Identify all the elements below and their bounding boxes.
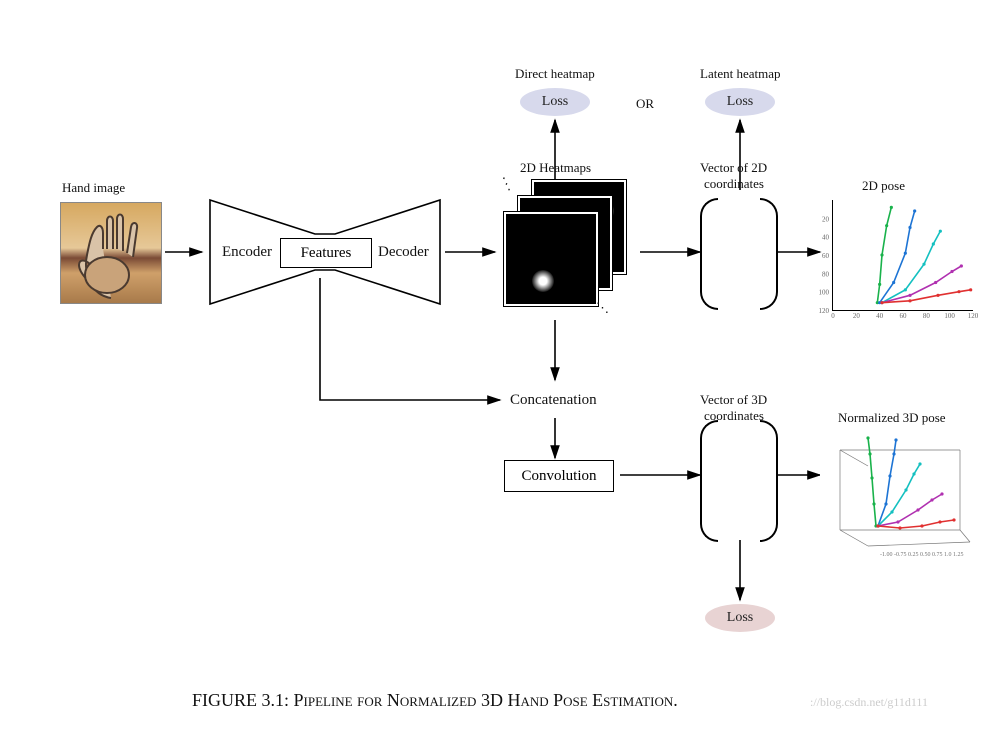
svg-text:20: 20 xyxy=(853,312,861,320)
concat-label: Concatenation xyxy=(510,392,597,409)
bracket-2d-left xyxy=(700,198,718,310)
svg-text:120: 120 xyxy=(819,307,830,315)
svg-text:80: 80 xyxy=(923,312,931,320)
encoder-label: Encoder xyxy=(222,244,272,261)
convolution-label: Convolution xyxy=(521,468,596,485)
loss-bottom: Loss xyxy=(705,604,775,632)
features-box: Features xyxy=(280,238,372,268)
figure-caption: FIGURE 3.1: Pipeline for Normalized 3D H… xyxy=(192,690,678,711)
bracket-3d-left xyxy=(700,420,718,542)
hand-image xyxy=(60,202,162,304)
svg-text:-1.00 -0.75 0.25 0.50 0.75 1.0: -1.00 -0.75 0.25 0.50 0.75 1.0 1.25 xyxy=(880,552,964,558)
svg-text:60: 60 xyxy=(900,312,908,320)
svg-text:20: 20 xyxy=(822,215,830,223)
figure-root: Hand image Encoder Features Decoder 2D H… xyxy=(0,0,1000,742)
latent-heatmap-label: Latent heatmap xyxy=(700,66,781,82)
loss-latent: Loss xyxy=(705,88,775,116)
bracket-3d-right xyxy=(760,420,778,542)
svg-text:60: 60 xyxy=(822,252,830,260)
watermark: ://blog.csdn.net/g11d111 xyxy=(810,695,928,710)
heatmaps-label: 2D Heatmaps xyxy=(520,160,591,176)
heatmap-1 xyxy=(504,212,598,306)
bracket-2d-right xyxy=(760,198,778,310)
hand-image-label: Hand image xyxy=(62,180,125,196)
convolution-box: Convolution xyxy=(504,460,614,492)
svg-text:40: 40 xyxy=(876,312,884,320)
loss-direct: Loss xyxy=(520,88,590,116)
hand-svg xyxy=(61,203,161,303)
heatmap-ellipsis-t: ⋱ xyxy=(498,174,516,193)
plot-3d: -1.00 -0.75 0.25 0.50 0.75 1.0 1.25 xyxy=(820,430,970,560)
vec3d-label-a: Vector of 3D xyxy=(700,392,767,408)
svg-text:120: 120 xyxy=(968,312,979,320)
direct-heatmap-label: Direct heatmap xyxy=(515,66,595,82)
svg-text:100: 100 xyxy=(944,312,955,320)
or-label: OR xyxy=(636,96,654,112)
features-label: Features xyxy=(301,245,352,262)
svg-text:100: 100 xyxy=(819,289,830,297)
pose2d-label: 2D pose xyxy=(862,178,905,194)
heatmap-ellipsis-b: ⋱ xyxy=(596,300,609,316)
pose3d-label: Normalized 3D pose xyxy=(838,410,946,426)
svg-text:80: 80 xyxy=(822,270,830,278)
svg-text:0: 0 xyxy=(831,312,835,320)
plot-2d: 02040608010012020406080100120 xyxy=(832,200,973,311)
vec2d-label-b: coordinates xyxy=(704,176,764,192)
arrows-layer xyxy=(0,0,1000,742)
svg-text:40: 40 xyxy=(822,234,830,242)
decoder-label: Decoder xyxy=(378,244,429,261)
vec2d-label-a: Vector of 2D xyxy=(700,160,767,176)
